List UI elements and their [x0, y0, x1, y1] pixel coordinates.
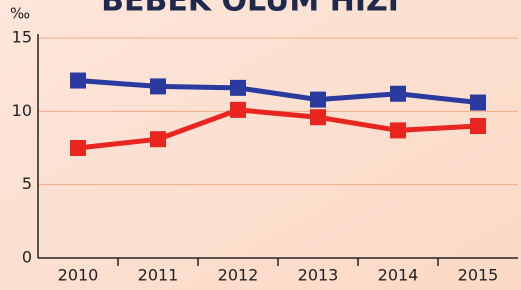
- data-point: [70, 73, 86, 89]
- data-point: [70, 140, 86, 156]
- x-tick-label: 2014: [378, 266, 419, 285]
- data-point: [310, 92, 326, 108]
- chart: BEBEK ÖLÜM HIZI ‰ 0 5 10 15 2010 2011 2012 2013…: [0, 0, 521, 290]
- y-tick-label: 0: [22, 248, 32, 267]
- data-point: [470, 118, 486, 134]
- data-point: [150, 78, 166, 94]
- x-tick-label: 2012: [218, 266, 259, 285]
- x-tick-label: 2011: [138, 266, 179, 285]
- y-axis-label: ‰: [10, 5, 30, 23]
- data-point: [150, 131, 166, 147]
- data-point: [390, 86, 406, 102]
- data-point: [230, 102, 246, 118]
- data-point: [230, 80, 246, 96]
- chart-title: BEBEK ÖLÜM HIZI: [101, 0, 399, 19]
- x-tick-label: 2015: [458, 266, 499, 285]
- x-tick-label: 2010: [58, 266, 99, 285]
- x-tick-label: 2013: [298, 266, 339, 285]
- y-tick-label: 5: [22, 174, 32, 193]
- data-point: [470, 95, 486, 111]
- data-point: [390, 122, 406, 138]
- y-tick-label: 10: [12, 101, 32, 120]
- data-point: [310, 109, 326, 125]
- y-tick-label: 15: [12, 28, 32, 47]
